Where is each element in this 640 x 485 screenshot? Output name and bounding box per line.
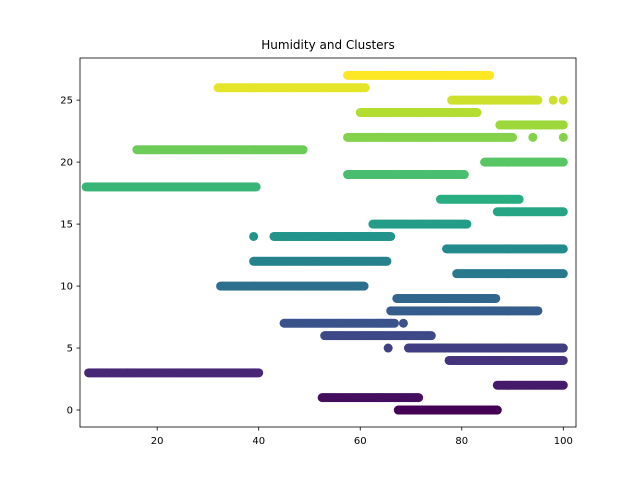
- cluster-16: [492, 207, 568, 217]
- scatter-point: [548, 95, 558, 105]
- chart-title: Humidity and Clusters: [261, 38, 394, 52]
- scatter-point: [558, 132, 568, 142]
- scatter-point: [558, 157, 568, 167]
- scatter-point: [386, 231, 396, 241]
- scatter-point: [360, 83, 370, 93]
- plot-frame: [79, 57, 577, 428]
- scatter-point: [533, 95, 543, 105]
- cluster-23: [495, 120, 568, 130]
- y-tick-label: 20: [60, 158, 73, 169]
- x-tick-label: 60: [354, 436, 367, 447]
- cluster-10: [216, 281, 369, 291]
- cluster-25: [447, 95, 568, 105]
- y-tick-label: 5: [67, 344, 73, 355]
- cluster-8: [386, 306, 543, 316]
- cluster-4: [444, 355, 568, 365]
- scatter-point: [390, 318, 400, 328]
- y-tick-label: 0: [67, 406, 73, 417]
- cluster-17: [435, 194, 524, 204]
- scatter-point: [558, 355, 568, 365]
- plot-points: [81, 70, 568, 415]
- scatter-point: [558, 343, 568, 353]
- scatter-point: [359, 281, 369, 291]
- cluster-14: [249, 231, 396, 241]
- cluster-22: [343, 132, 568, 142]
- scatter-point: [491, 293, 501, 303]
- cluster-24: [355, 108, 482, 118]
- scatter-point: [251, 182, 261, 192]
- scatter-point: [558, 120, 568, 130]
- cluster-11: [452, 269, 568, 279]
- y-axis: 0 5 10 15 20 25: [60, 96, 80, 417]
- scatter-point: [558, 269, 568, 279]
- cluster-18: [81, 182, 261, 192]
- scatter-point: [558, 207, 568, 217]
- cluster-5: [383, 343, 568, 353]
- scatter-point: [462, 219, 472, 229]
- scatter-point: [426, 331, 436, 341]
- scatter-point: [558, 95, 568, 105]
- scatter-point: [382, 256, 392, 266]
- x-tick-label: 80: [455, 436, 468, 447]
- scatter-point: [383, 343, 393, 353]
- scatter-point: [298, 145, 308, 155]
- scatter-point: [254, 368, 264, 378]
- cluster-1: [317, 393, 424, 403]
- scatter-point: [528, 132, 538, 142]
- cluster-12: [249, 256, 392, 266]
- y-tick-label: 25: [60, 96, 73, 107]
- scatter-point: [492, 405, 502, 415]
- cluster-13: [442, 244, 568, 254]
- scatter-point: [558, 380, 568, 390]
- cluster-19: [343, 170, 469, 180]
- scatter-point: [249, 231, 259, 241]
- y-tick-label: 15: [60, 220, 73, 231]
- cluster-20: [480, 157, 568, 167]
- scatter-point: [533, 306, 543, 316]
- cluster-6: [320, 331, 436, 341]
- x-axis: 20 40 60 80 100: [151, 427, 573, 447]
- cluster-2: [492, 380, 568, 390]
- x-tick-label: 100: [554, 436, 573, 447]
- scatter-point: [485, 70, 495, 80]
- cluster-27: [343, 70, 495, 80]
- cluster-3: [84, 368, 264, 378]
- cluster-7: [279, 318, 408, 328]
- cluster-26: [213, 83, 370, 93]
- scatter-point: [558, 244, 568, 254]
- scatter-point: [508, 132, 518, 142]
- cluster-9: [392, 293, 501, 303]
- x-tick-label: 40: [252, 436, 265, 447]
- scatter-point: [514, 194, 524, 204]
- y-tick-label: 10: [60, 282, 73, 293]
- scatter-point: [398, 318, 408, 328]
- scatter-point: [459, 170, 469, 180]
- scatter-point: [472, 108, 482, 118]
- cluster-15: [368, 219, 472, 229]
- x-tick-label: 20: [151, 436, 164, 447]
- cluster-21: [132, 145, 308, 155]
- scatter-point: [414, 393, 424, 403]
- cluster-0: [393, 405, 502, 415]
